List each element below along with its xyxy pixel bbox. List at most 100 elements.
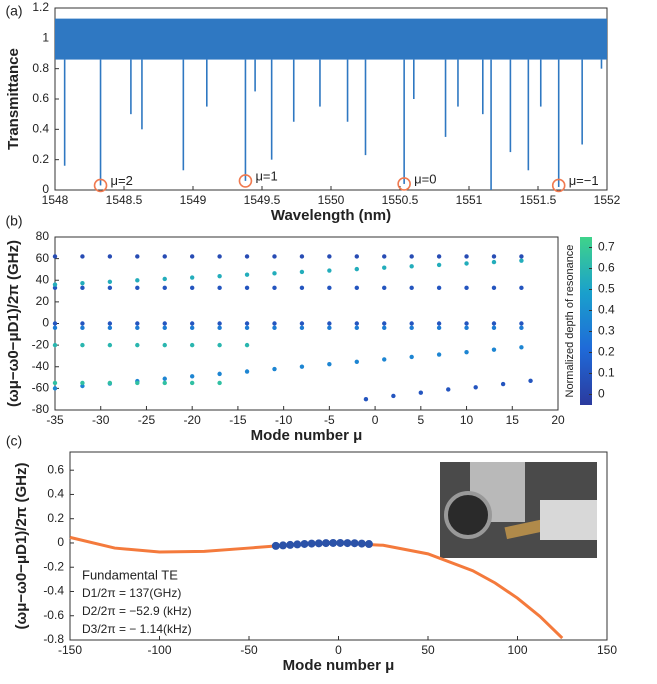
mode-marker <box>551 178 566 193</box>
scatter-point <box>418 390 424 395</box>
measured-point <box>364 540 373 549</box>
scatter-point <box>272 325 277 331</box>
scatter-point <box>272 271 277 276</box>
scatter-point <box>52 342 58 348</box>
y-axis-label: Transmittance <box>5 48 22 150</box>
mode-label: μ=−1 <box>569 173 599 188</box>
y-tick-label: 40 <box>36 272 50 286</box>
scatter-point <box>135 285 140 291</box>
scatter-point <box>272 321 277 326</box>
mode-marker <box>238 174 253 188</box>
y-tick-label: -0.4 <box>43 584 64 598</box>
x-tick-label: -20 <box>184 413 202 427</box>
x-tick-label: 1549 <box>180 193 207 207</box>
y-tick-label: -60 <box>32 381 50 395</box>
scatter-point <box>299 325 305 331</box>
scatter-point <box>52 321 58 326</box>
mode-marker <box>397 177 411 191</box>
scatter-point <box>272 366 277 372</box>
scatter-point <box>354 359 359 364</box>
scatter-point <box>217 325 222 331</box>
scatter-point <box>436 254 442 259</box>
scatter-point <box>382 325 387 331</box>
x-tick-label: 5 <box>417 413 424 427</box>
x-tick-label: 150 <box>597 643 617 657</box>
y-tick-label: 0.8 <box>32 61 49 75</box>
scatter-point <box>244 285 250 291</box>
scatter-point <box>189 321 195 326</box>
scatter-point <box>80 380 85 386</box>
scatter-point <box>162 285 167 291</box>
scatter-point <box>107 285 113 291</box>
scatter-point <box>162 321 167 326</box>
scatter-point <box>52 285 58 291</box>
scatter-point <box>446 387 451 392</box>
colorbar-tick-label: 0.1 <box>598 366 615 380</box>
scatter-point <box>491 325 497 331</box>
y-tick-label: -40 <box>32 359 50 373</box>
scatter-point <box>491 321 497 326</box>
scatter-point <box>382 254 387 259</box>
scatter-point <box>519 254 524 259</box>
scatter-point <box>162 254 167 259</box>
scatter-point <box>135 325 140 331</box>
scatter-point <box>436 285 442 291</box>
scatter-point <box>354 254 359 259</box>
inset-photo <box>440 462 597 558</box>
y-tick-label: 80 <box>36 229 50 243</box>
scatter-point <box>299 269 305 275</box>
scatter-point <box>80 342 85 348</box>
measured-point <box>300 539 309 548</box>
scatter-point <box>409 285 414 291</box>
scatter-point <box>491 285 497 291</box>
measured-point <box>307 539 316 548</box>
scatter-point <box>382 321 387 326</box>
scatter-point <box>52 282 58 287</box>
y-tick-label: 0.4 <box>32 122 49 136</box>
x-axis-label: Wavelength (nm) <box>271 207 391 224</box>
scatter-point <box>162 376 167 381</box>
y-tick-label: 1 <box>42 31 49 45</box>
scatter-point <box>409 254 414 259</box>
annotation: D2/2π = −52.9 (kHz) <box>82 604 192 618</box>
annotation: D3/2π = − 1.14(kHz) <box>82 622 192 636</box>
scatter-point <box>491 347 497 352</box>
scatter-point <box>80 383 85 389</box>
x-tick-label: -25 <box>138 413 156 427</box>
measured-point <box>293 540 302 549</box>
scatter-point <box>107 325 113 331</box>
scatter-point <box>80 325 85 331</box>
scatter-point <box>80 280 85 286</box>
x-tick-label: 1551.5 <box>520 193 557 207</box>
scatter-point <box>107 321 113 326</box>
y-tick-label: -80 <box>32 402 50 416</box>
colorbar-tick-label: 0.6 <box>598 261 615 275</box>
x-tick-label: 0 <box>372 413 379 427</box>
x-tick-label: -100 <box>147 643 171 657</box>
scatter-point <box>107 380 113 386</box>
y-tick-label: 60 <box>36 251 50 265</box>
x-tick-label: -15 <box>229 413 247 427</box>
scatter-point <box>189 380 195 386</box>
y-tick-label: 20 <box>36 294 50 308</box>
panel-label: (c) <box>6 433 22 449</box>
colorbar-tick-label: 0.4 <box>598 303 615 317</box>
scatter-point <box>299 254 305 259</box>
annotation: Fundamental TE <box>82 567 178 582</box>
noise-band <box>55 18 607 60</box>
scatter-point <box>80 321 85 326</box>
colorbar-tick-label: 0.5 <box>598 282 615 296</box>
y-axis-label: (ωμ−ω0−μD1)/2π (GHz) <box>5 240 22 407</box>
measured-point <box>329 538 338 547</box>
scatter-point <box>327 325 332 331</box>
y-tick-label: 0 <box>42 182 49 196</box>
y-axis-label: (ωμ−ω0−μD1)/2π (GHz) <box>13 463 30 630</box>
x-tick-label: 0 <box>335 643 342 657</box>
scatter-point <box>382 357 387 362</box>
measured-point <box>314 539 323 548</box>
x-tick-label: 1549.5 <box>244 193 281 207</box>
scatter-point <box>135 342 140 348</box>
mode-label: μ=0 <box>414 171 436 186</box>
colorbar-tick-label: 0.3 <box>598 324 615 338</box>
